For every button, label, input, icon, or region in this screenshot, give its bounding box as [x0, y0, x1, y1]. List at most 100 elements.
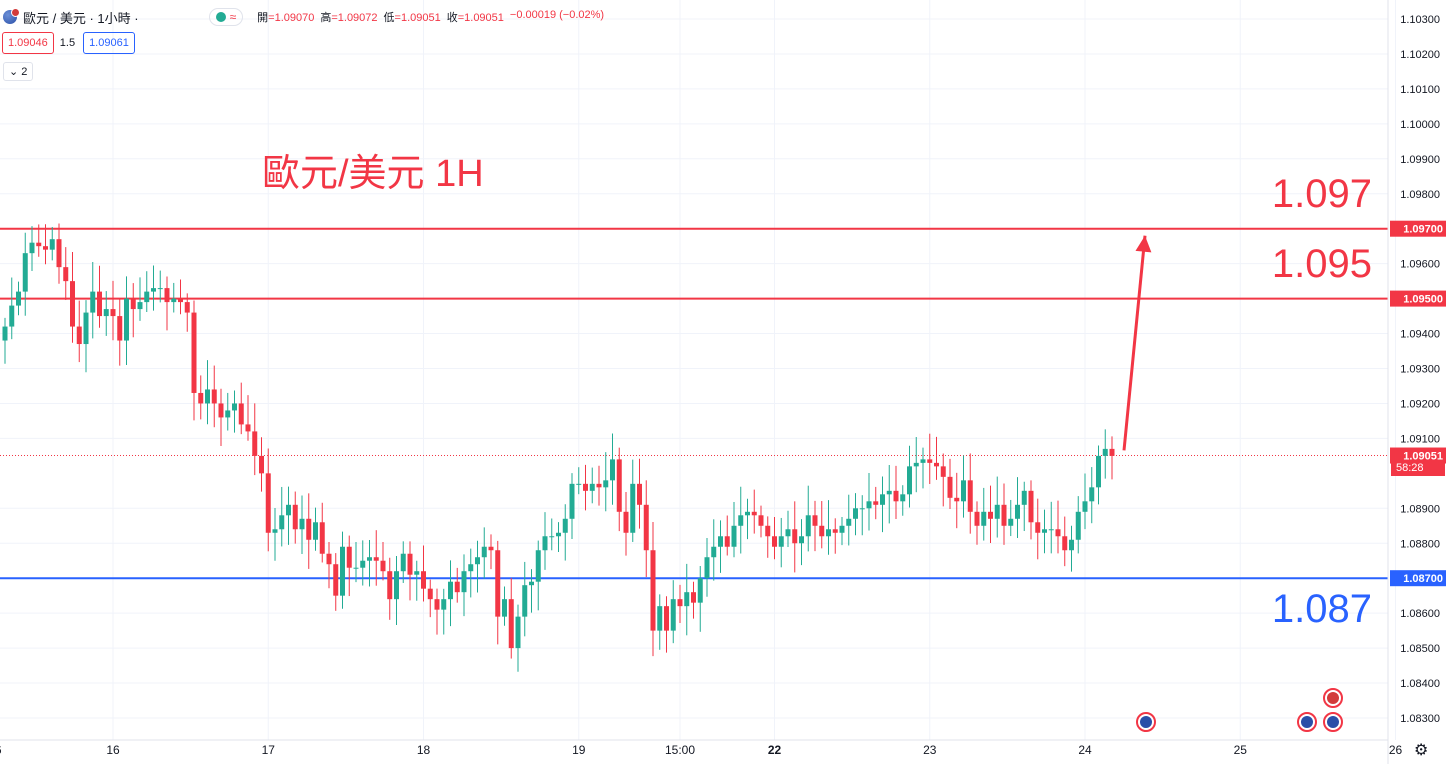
- price-tick-label: 1.09100: [1400, 433, 1440, 445]
- candle-up: [610, 459, 615, 481]
- candle-up: [859, 508, 865, 510]
- candle-down: [434, 599, 440, 610]
- candle-down: [36, 242, 42, 247]
- candle-up: [279, 515, 285, 530]
- buy-button[interactable]: 1.09061: [83, 32, 135, 54]
- candle-up: [1082, 501, 1088, 512]
- time-tick-label: 22: [768, 743, 782, 757]
- candle-up: [9, 305, 15, 327]
- candle-up: [603, 480, 609, 488]
- candle-up: [886, 490, 892, 495]
- price-tick-label: 1.10200: [1400, 49, 1440, 61]
- candle-up: [124, 298, 129, 341]
- resistance-price-tag-label: 1.09700: [1403, 224, 1443, 236]
- candle-down: [650, 550, 656, 631]
- candle-down: [184, 302, 190, 313]
- candle-up: [83, 312, 89, 345]
- candle-up: [151, 288, 156, 292]
- candle-down: [873, 501, 879, 505]
- candle-down: [1109, 448, 1115, 456]
- candle-down: [664, 606, 669, 631]
- candle-down: [765, 525, 771, 537]
- candle-up: [522, 585, 528, 617]
- price-tick-label: 1.09400: [1400, 329, 1440, 341]
- candle-up: [569, 483, 575, 519]
- candle-up: [1089, 487, 1095, 502]
- time-tick-label: 17: [262, 743, 276, 757]
- candle-up: [232, 403, 237, 411]
- time-tick-label: 26: [1389, 743, 1403, 757]
- candle-up: [461, 571, 467, 593]
- us-flag-event-icon[interactable]: [1323, 688, 1343, 708]
- candle-down: [488, 546, 494, 551]
- candle-up: [16, 291, 21, 306]
- economic-events: [1136, 688, 1343, 732]
- arrow-head: [1135, 235, 1152, 253]
- candle-up: [981, 511, 987, 526]
- candle-down: [373, 557, 379, 561]
- resistance-price-tag-label: 1.09500: [1403, 294, 1443, 306]
- candle-down: [218, 403, 224, 418]
- candle-down: [97, 291, 102, 317]
- candle-up: [475, 557, 480, 565]
- candle-up: [799, 536, 804, 544]
- candle-up: [367, 557, 372, 561]
- candle-up: [137, 302, 143, 310]
- event-dot: [1327, 692, 1339, 704]
- candle-up: [144, 291, 150, 303]
- eu-event-icon[interactable]: [1323, 712, 1343, 732]
- candle-up: [704, 557, 710, 579]
- price-tick-label: 1.08500: [1400, 643, 1440, 655]
- candle-down: [643, 504, 649, 551]
- time-tick-label: 16: [106, 743, 120, 757]
- eu-event-icon[interactable]: [1136, 712, 1156, 732]
- candle-down: [495, 550, 501, 617]
- candle-up: [353, 567, 359, 569]
- candle-up: [1096, 455, 1101, 488]
- candle-up: [556, 532, 561, 537]
- time-axis: 6 16 17 18 19 15:00 22 23 24 25 26: [0, 739, 1403, 757]
- candle-down: [380, 560, 386, 572]
- candle-up: [29, 242, 35, 254]
- candle-up: [738, 515, 744, 526]
- chart-header: 歐元 / 美元 · 1小時 · ≈ 開=1.09070 高=1.09072 低=…: [0, 6, 604, 28]
- candle-up: [225, 410, 231, 418]
- price-tick-label: 1.09800: [1400, 189, 1440, 201]
- candle-up: [805, 515, 811, 537]
- candle-down: [751, 511, 757, 516]
- price-tick-label: 1.09900: [1400, 154, 1440, 166]
- candle-up: [286, 504, 291, 516]
- sell-button[interactable]: 1.09046: [2, 32, 54, 54]
- ohlc-values: 開=1.09070 高=1.09072 低=1.09051 收=1.09051 …: [257, 9, 604, 25]
- candle-up: [272, 529, 278, 533]
- ohlc-close: 收=1.09051: [446, 12, 504, 24]
- candle-down: [191, 312, 197, 393]
- candle-up: [853, 508, 858, 519]
- price-axis: 1.10300 1.10200 1.10100 1.10000 1.09900 1.098…: [1387, 0, 1440, 764]
- candle-down: [691, 592, 696, 603]
- price-change: −0.00019 (−0.02%): [509, 9, 605, 21]
- candle-down: [792, 529, 798, 544]
- ohlc-high: 高=1.09072: [320, 12, 378, 24]
- candle-down: [758, 515, 764, 526]
- candle-up: [1042, 529, 1047, 533]
- candle-up: [657, 606, 663, 631]
- indicators-toggle-button[interactable]: ⌄ 2: [3, 62, 34, 81]
- candle-down: [967, 480, 973, 512]
- candle-up: [549, 536, 555, 538]
- settings-gear-icon[interactable]: ⚙: [1414, 742, 1429, 759]
- candle-down: [164, 288, 170, 303]
- eu-event-icon[interactable]: [1297, 712, 1317, 732]
- candle-up: [745, 511, 750, 516]
- candle-up: [684, 592, 690, 607]
- candle-down: [306, 518, 312, 540]
- candle-down: [940, 466, 946, 477]
- candle-up: [785, 529, 791, 537]
- candle-up: [1021, 490, 1027, 505]
- market-status-badge[interactable]: ≈: [208, 8, 244, 26]
- candle-up: [913, 462, 919, 467]
- symbol-title[interactable]: 歐元 / 美元 · 1小時 ·: [23, 10, 139, 26]
- candle-up: [299, 518, 305, 530]
- candle-down: [988, 511, 993, 519]
